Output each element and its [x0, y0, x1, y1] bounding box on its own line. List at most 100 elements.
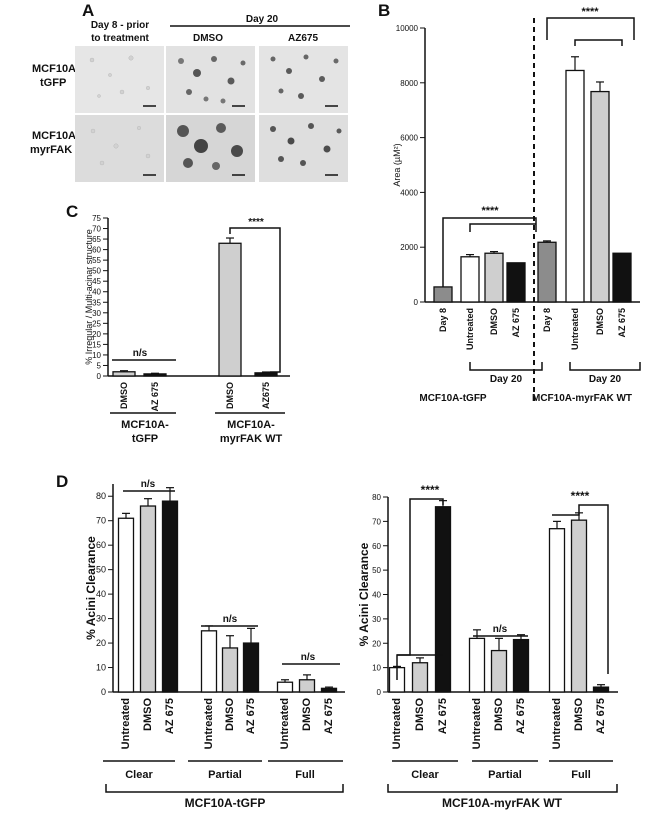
panel-a-letter: A [82, 1, 94, 20]
chart-d-left-bar [161, 500, 179, 693]
chart-b-bar [612, 252, 632, 303]
micrograph-myrfak-az675 [259, 115, 348, 182]
chart-d-left-bar [117, 517, 135, 693]
micrograph-tgfp-az675 [259, 46, 348, 113]
panel-a-col2-label: AZ675 [288, 33, 318, 44]
chart-b-category-label: DMSO [595, 308, 605, 335]
panel-a-row0-line2: tGFP [40, 77, 66, 89]
chart-b-y-tick-label: 10000 [396, 24, 419, 33]
chart-b-sig-1b-bracket [469, 223, 536, 232]
chart-d-left-bar [320, 687, 338, 693]
chart-d-left-y-tick-label: 30 [96, 614, 106, 624]
chart-d-left-y-tick-label: 80 [96, 491, 106, 501]
panel-d-letter: D [56, 472, 68, 491]
chart-b-y-tick-label: 8000 [400, 79, 418, 88]
chart-d-left-group-full: Full [295, 769, 315, 781]
chart-d-right-y-tick-label: 30 [372, 615, 381, 624]
chart-d-right-bar [570, 519, 588, 693]
chart-d-left-category-label: AZ 675 [164, 698, 176, 734]
chart-b-sig-2-label: **** [581, 6, 599, 18]
chart-d-right-sig-3-bracket [552, 504, 609, 674]
chart-d-left-bar [276, 681, 294, 693]
chart-b-bar [433, 286, 453, 303]
chart-d-left-category-label: Untreated [120, 698, 132, 749]
chart-b-bar [590, 90, 610, 303]
chart-d-right-y-tick-label: 0 [377, 688, 382, 697]
chart-d-right-bar [548, 528, 566, 693]
chart-d-left-bar [221, 647, 239, 693]
chart-d-right-sig-1b-label: **** [421, 483, 440, 497]
chart-b-category-label: Untreated [570, 308, 580, 350]
chart-d-left-y-tick-label: 10 [96, 663, 106, 673]
chart-d-left-bar [139, 505, 157, 693]
micrograph-tgfp-day8 [75, 46, 164, 113]
chart-c-y-tick-label: 10 [92, 351, 101, 360]
chart-d-left-group-partial: Partial [208, 769, 242, 781]
chart-b-y-tick-label: 2000 [400, 243, 418, 252]
chart-d-right-sig-1b-bracket [397, 498, 444, 656]
chart-c-category-label: DMSO [119, 382, 129, 409]
panel-c-letter: C [66, 202, 78, 221]
chart-d-right-bar [512, 638, 530, 693]
chart-c-group2-line1: MCF10A- [227, 419, 275, 431]
chart-d-left-y-tick-label: 50 [96, 565, 106, 575]
chart-d-right-category-label: Untreated [471, 698, 483, 749]
chart-d-left-y-tick-label: 0 [101, 687, 106, 697]
chart-d-right-category-label: AZ 675 [595, 698, 607, 734]
chart-d-right-group-clear: Clear [411, 769, 439, 781]
chart-c-y-tick-label: 70 [92, 225, 101, 234]
micrograph-myrfak-day8 [75, 115, 164, 182]
panel-a-col1-label: DMSO [193, 33, 223, 44]
chart-d-left-sig-1-label: n/s [141, 479, 156, 490]
chart-c-sig-2-label: **** [248, 217, 264, 228]
chart-b-sig-2-bracket [546, 17, 635, 40]
panel-a-day20-label: Day 20 [246, 14, 279, 25]
chart-c-group1-line1: MCF10A- [121, 419, 169, 431]
chart-d-left-category-label: DMSO [301, 698, 313, 731]
panel-a-micrographs: Day 8 - prior to treatment Day 20 DMSO A… [30, 14, 350, 182]
chart-b-bar [484, 252, 504, 303]
chart-d-left-bar [298, 679, 316, 693]
chart-b-category-label: AZ 675 [617, 308, 627, 338]
chart-c-group-labels: MCF10A- tGFP MCF10A- myrFAK WT [110, 412, 285, 445]
chart-d-right-y-tick-label: 60 [372, 542, 381, 551]
chart-c-category-label: AZ675 [261, 382, 271, 409]
chart-d-right-y-tick-label: 50 [372, 566, 381, 575]
chart-c-y-tick-label: 55 [92, 256, 101, 265]
chart-d-left-footer: MCF10A-tGFP [185, 796, 266, 810]
chart-b-sig-1-bracket [442, 217, 537, 287]
chart-d-right-bar [490, 649, 508, 693]
chart-d-right-y-tick-label: 20 [372, 639, 381, 648]
chart-b-bar [460, 256, 480, 303]
panel-a-row0-line1: MCF10A- [32, 63, 80, 75]
chart-b-category-label: AZ 675 [511, 308, 521, 338]
chart-c-y-tick-label: 65 [92, 235, 101, 244]
chart-c-y-tick-label: 45 [92, 277, 101, 286]
chart-d-left-group-clear: Clear [125, 769, 153, 781]
panel-b-letter: B [378, 1, 390, 20]
chart-d-right-bar [434, 506, 452, 693]
chart-c-y-tick-label: 5 [97, 361, 102, 370]
chart-d-left-y-tick-label: 60 [96, 540, 106, 550]
chart-d-left-y-tick-label: 40 [96, 589, 106, 599]
chart-d-right-category-label: AZ 675 [515, 698, 527, 734]
chart-c-y-axis-label: % Irregular / Multi-acinar structure [84, 229, 94, 365]
chart-d-left-category-label: AZ 675 [323, 698, 335, 734]
chart-d-left-y-tick-label: 20 [96, 638, 106, 648]
panel-a-col0-line2: to treatment [91, 33, 149, 44]
chart-b-group2-sublabel: Day 20 [589, 374, 622, 385]
chart-c-y-tick-label: 30 [92, 309, 101, 318]
chart-b-sig-1-label: **** [481, 205, 499, 217]
chart-b-bar [565, 69, 585, 303]
chart-c-group1-line2: tGFP [132, 433, 158, 445]
chart-d-left-sig-2-label: n/s [223, 614, 238, 625]
chart-d-right-sig-2-label: n/s [493, 624, 508, 635]
chart-b-category-label: DMSO [489, 308, 499, 335]
chart-d-left-category-label: AZ 675 [245, 698, 257, 734]
chart-c-bar [254, 372, 278, 377]
chart-c-y-tick-label: 60 [92, 246, 101, 255]
chart-c-group2-line2: myrFAK WT [220, 433, 283, 445]
chart-d-right-category-label: Untreated [551, 698, 563, 749]
